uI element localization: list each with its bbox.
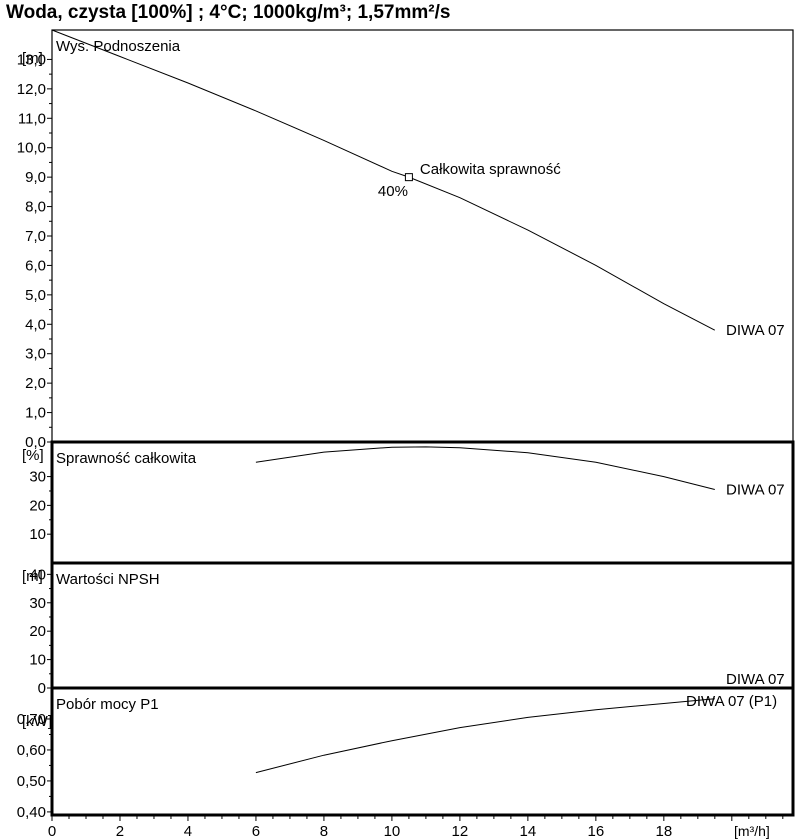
y-tick-label: 11,0: [18, 110, 46, 127]
x-tick-label: 4: [184, 823, 192, 840]
annotation-value: 40%: [378, 183, 408, 200]
panel-label: Wys. Podnoszenia: [56, 38, 181, 55]
series-label: DIWA 07 (P1): [686, 693, 777, 710]
x-tick-label: 14: [520, 823, 537, 840]
y-tick-label: 0,50: [17, 773, 46, 790]
y-unit-label: [kW]: [22, 713, 52, 730]
y-unit-label: [m]: [22, 568, 43, 585]
x-tick-label: 0: [48, 823, 56, 840]
y-tick-label: 4,0: [25, 316, 46, 333]
y-tick-label: 5,0: [25, 287, 46, 304]
panel-label: Wartości NPSH: [56, 571, 160, 588]
series-line: [255, 698, 715, 774]
series-line: [51, 29, 716, 331]
series-label: DIWA 07: [726, 482, 785, 499]
y-unit-label: [m]: [22, 50, 43, 67]
y-tick-label: 2,0: [25, 375, 46, 392]
x-tick-label: 2: [116, 823, 124, 840]
y-tick-label: 40: [29, 566, 46, 583]
y-tick-label: 9,0: [25, 169, 46, 186]
y-tick-label: 0,60: [17, 742, 46, 759]
x-tick-label: 8: [320, 823, 328, 840]
x-unit-label: [m³/h]: [734, 823, 770, 839]
y-tick-label: 10: [29, 526, 46, 543]
panel-npsh: 0 10 20 30 40[m] Wartości NPSH DIWA 07: [22, 561, 795, 697]
y-tick-label: 10: [29, 652, 46, 669]
panel-head: 0,0 1,0 2,0 3,0 4,0 5,0 6,0 7,0 8,0 9,0 10,0 11,0 12…: [17, 29, 794, 451]
y-tick-label: 13,0: [17, 51, 46, 68]
y-tick-label: 10,0: [17, 140, 46, 157]
y-tick-label: 20: [29, 623, 46, 640]
y-tick-label: 0: [38, 680, 46, 697]
series-label: DIWA 07: [726, 322, 785, 339]
y-tick-label: 0,40: [17, 804, 46, 821]
series-line: [255, 446, 715, 490]
y-tick-label: 8,0: [25, 199, 46, 216]
x-tick-label: 16: [588, 823, 605, 840]
y-unit-label: [%]: [22, 447, 44, 464]
panel-frame: [50, 686, 795, 817]
y-tick-label: 20: [29, 497, 46, 514]
x-tick-label: 18: [655, 823, 672, 840]
y-tick-label: 0,70: [17, 711, 46, 728]
y-tick-label: 0,0: [25, 434, 46, 451]
panel-efficiency: 10 20 30 [%] Sprawność całkowita DIWA 07: [22, 440, 795, 565]
series-label: DIWA 07: [726, 671, 785, 688]
x-axis: 0 2 4 6 8 10 12 14 16 18 [m³/h]: [48, 814, 793, 840]
annotation-label: Całkowita sprawność: [420, 161, 561, 178]
panel-label: Sprawność całkowita: [56, 450, 197, 467]
panel-power: 0,40 0,50 0,60 0,70[kW]Pobór mocy P1 DIWA 07…: [17, 686, 795, 821]
y-tick-label: 12,0: [17, 81, 46, 98]
y-tick-label: 7,0: [25, 228, 46, 245]
y-tick-label: 3,0: [25, 346, 46, 363]
x-tick-label: 10: [384, 823, 401, 840]
x-tick-label: 12: [452, 823, 469, 840]
chart-title: Woda, czysta [100%] ; 4°C; 1000kg/m³; 1,…: [6, 2, 451, 23]
y-tick-label: 1,0: [25, 405, 46, 422]
panel-frame: [51, 29, 794, 443]
y-tick-label: 30: [29, 595, 46, 612]
efficiency-marker: [404, 173, 413, 182]
y-tick-label: 6,0: [25, 257, 46, 274]
y-tick-label: 30: [29, 469, 46, 486]
panel-label: Pobór mocy P1: [56, 696, 159, 713]
x-tick-label: 6: [252, 823, 260, 840]
panel-frame: [50, 561, 795, 690]
